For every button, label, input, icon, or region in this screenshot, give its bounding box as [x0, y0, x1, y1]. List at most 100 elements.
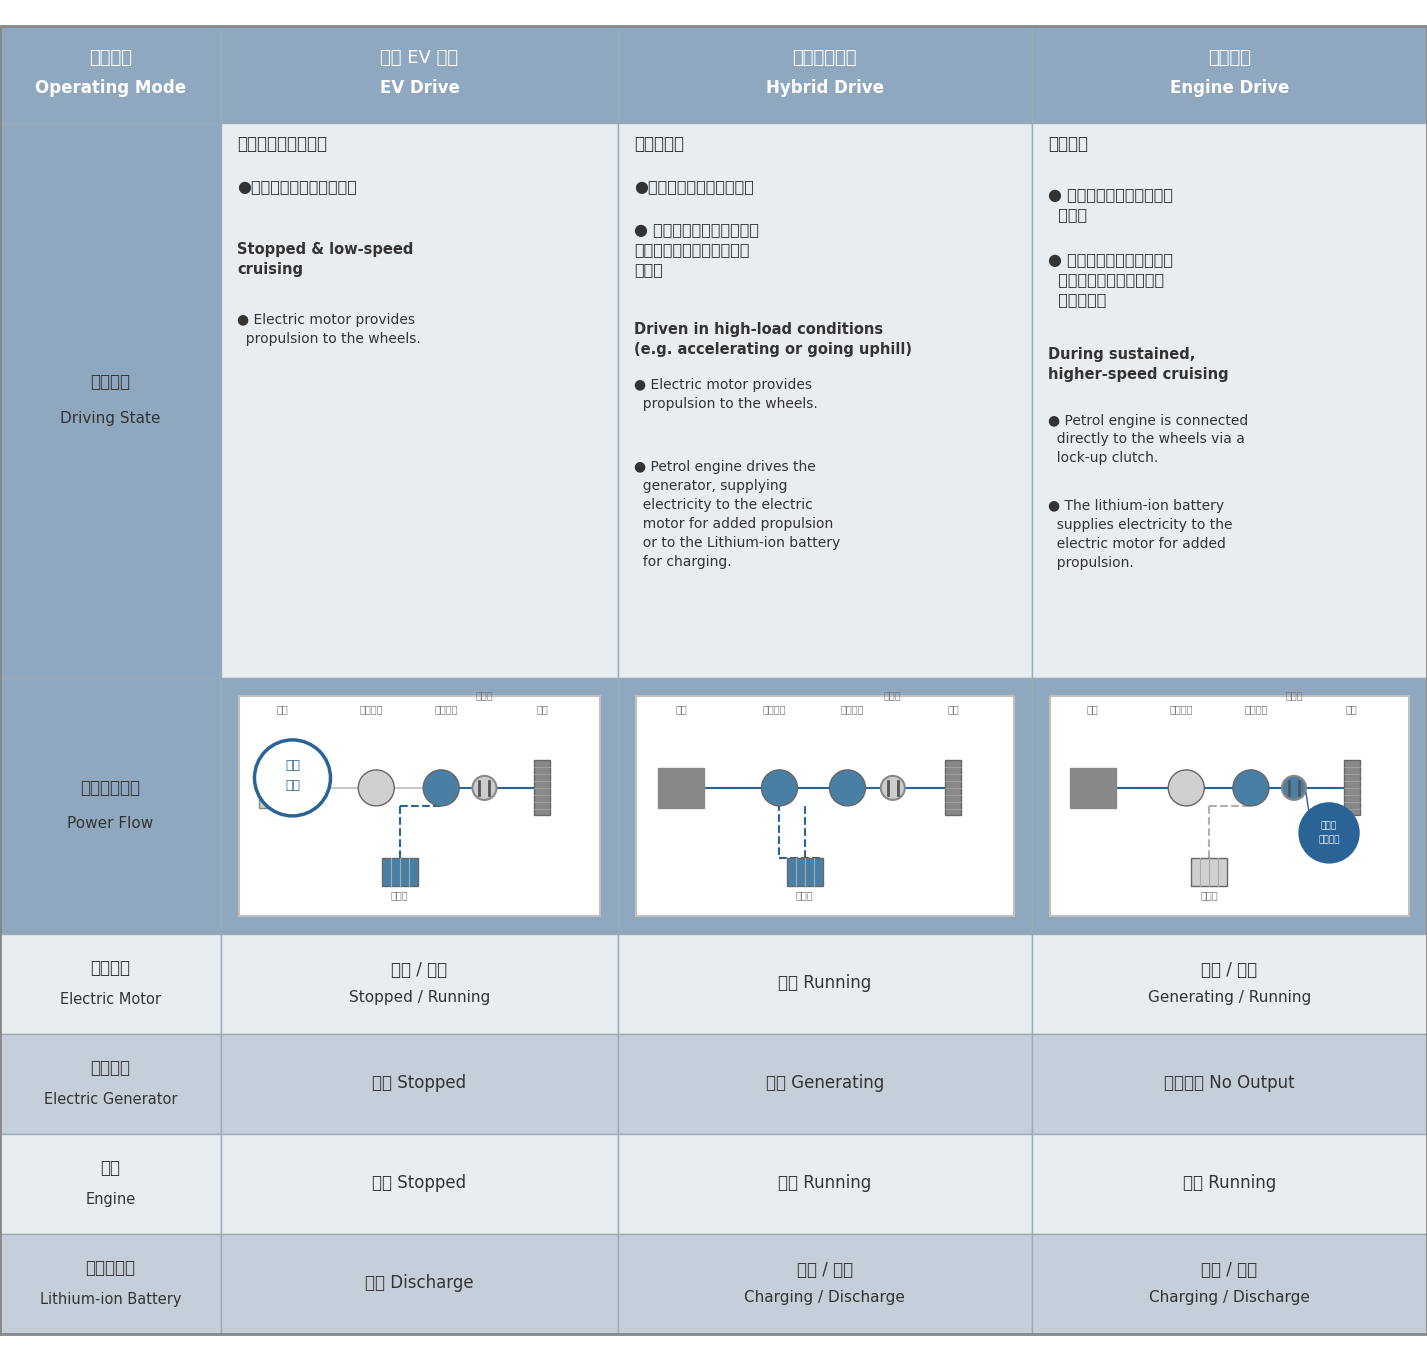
Bar	[260, 768, 305, 807]
Circle shape	[254, 739, 331, 815]
Text: Power Flow: Power Flow	[67, 815, 154, 830]
Bar	[1050, 696, 1408, 916]
Text: 靜止 Stopped: 靜止 Stopped	[372, 1174, 467, 1192]
Bar	[1070, 768, 1116, 807]
Circle shape	[472, 776, 497, 800]
Text: ● Electric motor provides
  propulsion to the wheels.: ● Electric motor provides propulsion to …	[634, 378, 818, 410]
Bar	[618, 122, 1032, 678]
Bar	[1032, 26, 1427, 122]
Bar	[618, 1133, 1032, 1234]
Bar	[221, 934, 618, 1033]
Bar	[221, 1234, 618, 1333]
Text: Operating Mode: Operating Mode	[36, 79, 186, 96]
Text: 駕駛狀況: 駕駛狀況	[90, 372, 131, 391]
Circle shape	[762, 771, 798, 806]
Text: ● Petrol engine drives the
  generator, supplying
  electricity to the electric
: ● Petrol engine drives the generator, su…	[634, 461, 841, 569]
Bar	[658, 768, 705, 807]
Text: 鋰電池: 鋰電池	[391, 890, 408, 901]
Bar	[0, 934, 221, 1033]
Text: Driving State: Driving State	[60, 410, 161, 425]
Bar	[221, 678, 618, 934]
Text: 高速巡航: 高速巡航	[1047, 136, 1087, 154]
Text: Lithium-ion Battery: Lithium-ion Battery	[40, 1292, 181, 1307]
Text: ● 鋰離子電池適時為「驅動
  摩打」供電，為車輛提供
  額外動力。: ● 鋰離子電池適時為「驅動 摩打」供電，為車輛提供 額外動力。	[1047, 253, 1173, 307]
Text: 引擎: 引擎	[277, 704, 288, 715]
Text: 發電摩打: 發電摩打	[1170, 704, 1193, 715]
Text: 純電 EV 模式: 純電 EV 模式	[381, 49, 458, 67]
Bar	[618, 1033, 1032, 1133]
Text: Electric Motor: Electric Motor	[60, 992, 161, 1007]
Bar	[1192, 858, 1227, 886]
Text: 驅動摩打: 驅動摩打	[434, 704, 458, 715]
Bar	[0, 1033, 221, 1133]
Bar	[0, 122, 221, 678]
Bar	[618, 934, 1032, 1033]
Bar	[618, 26, 1032, 122]
Circle shape	[1299, 803, 1359, 863]
Text: 靜止 Stopped: 靜止 Stopped	[372, 1075, 467, 1093]
Text: 車輪: 車輪	[948, 704, 959, 715]
Bar	[618, 1234, 1032, 1333]
Text: ● Petrol engine is connected
  directly to the wheels via a
  lock-up clutch.: ● Petrol engine is connected directly to…	[1047, 413, 1249, 465]
Text: 靜止 / 運作: 靜止 / 運作	[391, 961, 448, 978]
Bar	[1343, 761, 1360, 815]
Bar	[240, 696, 599, 916]
Bar	[1032, 122, 1427, 678]
Text: 運作 Running: 運作 Running	[778, 1174, 872, 1192]
Bar	[221, 1133, 618, 1234]
Text: Generating / Running: Generating / Running	[1147, 989, 1311, 1006]
Text: 發電 / 運作: 發電 / 運作	[1202, 961, 1257, 978]
Text: ●「驅動摩打」驅動車輛。: ●「驅動摩打」驅動車輛。	[634, 179, 753, 194]
Bar	[618, 678, 1032, 934]
Bar	[221, 122, 618, 678]
Circle shape	[1281, 776, 1306, 800]
Text: 驅動摩打: 驅動摩打	[1244, 704, 1267, 715]
Bar	[1032, 1133, 1427, 1234]
Text: Stopped / Running: Stopped / Running	[350, 989, 489, 1006]
Text: Electric Generator: Electric Generator	[44, 1093, 177, 1108]
Bar	[534, 761, 551, 815]
Text: 發電 Generating: 發電 Generating	[766, 1075, 883, 1093]
Bar	[1032, 934, 1427, 1033]
Text: 動力模式: 動力模式	[88, 49, 133, 67]
Bar	[221, 26, 618, 122]
Text: Driven in high-load conditions
(e.g. accelerating or going uphill): Driven in high-load conditions (e.g. acc…	[634, 322, 912, 357]
Text: 車輪: 車輪	[1346, 704, 1357, 715]
Text: 融合器: 融合器	[1286, 690, 1303, 700]
Text: Engine Drive: Engine Drive	[1170, 79, 1289, 96]
Bar	[1032, 1234, 1427, 1333]
Text: Charging / Discharge: Charging / Discharge	[745, 1290, 905, 1305]
Text: ● Electric motor provides
  propulsion to the wheels.: ● Electric motor provides propulsion to …	[237, 313, 421, 347]
Text: During sustained,
higher-speed cruising: During sustained, higher-speed cruising	[1047, 347, 1229, 382]
Bar	[636, 696, 1013, 916]
Text: ● 引擎激活「發電摩打」為
「驅動摩打」及鋰離子電池
供電。: ● 引擎激活「發電摩打」為 「驅動摩打」及鋰離子電池 供電。	[634, 223, 759, 277]
Text: ● 引擎透過離合器直接驅動
  車輛。: ● 引擎透過離合器直接驅動 車輛。	[1047, 188, 1173, 222]
Bar	[1032, 1033, 1427, 1133]
Text: 充電 / 輸出: 充電 / 輸出	[1202, 1261, 1257, 1279]
Text: 引擎: 引擎	[1087, 704, 1099, 715]
Text: 靜止起步及慢速行駛: 靜止起步及慢速行駛	[237, 136, 327, 154]
Bar	[0, 1133, 221, 1234]
Bar	[381, 858, 418, 886]
Circle shape	[1169, 771, 1204, 806]
Text: Hybrid Drive: Hybrid Drive	[766, 79, 883, 96]
Text: 鋰電池: 鋰電池	[1200, 890, 1219, 901]
Text: 停止: 停止	[285, 780, 300, 792]
Bar	[786, 858, 823, 886]
Text: 停止輸出 No Output: 停止輸出 No Output	[1164, 1075, 1294, 1093]
Text: 車輪: 車輪	[537, 704, 548, 715]
Text: 發電摩打: 發電摩打	[762, 704, 786, 715]
Bar	[0, 26, 221, 122]
Text: 引擎: 引擎	[285, 760, 300, 772]
Text: 驅動摩打: 驅動摩打	[90, 958, 131, 977]
Text: 直接連結: 直接連結	[1319, 836, 1340, 844]
Circle shape	[1233, 771, 1269, 806]
Text: 引擎: 引擎	[100, 1158, 121, 1177]
Circle shape	[424, 771, 459, 806]
Bar	[1032, 678, 1427, 934]
Text: 發電摩打: 發電摩打	[90, 1059, 131, 1076]
Text: EV Drive: EV Drive	[380, 79, 459, 96]
Text: 運作 Running: 運作 Running	[1183, 1174, 1276, 1192]
Bar	[221, 1033, 618, 1133]
Text: Charging / Discharge: Charging / Discharge	[1149, 1290, 1310, 1305]
